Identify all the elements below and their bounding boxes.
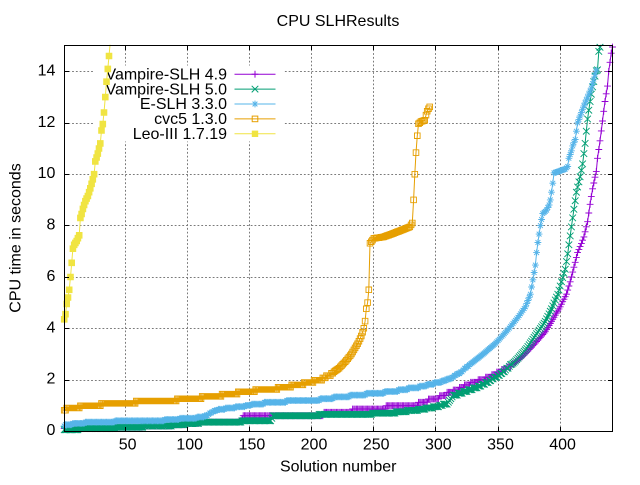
svg-text:2: 2 <box>46 371 55 388</box>
svg-text:cvc5 1.3.0: cvc5 1.3.0 <box>154 111 227 128</box>
svg-text:250: 250 <box>363 436 390 453</box>
svg-text:8: 8 <box>46 217 55 234</box>
svg-text:400: 400 <box>549 436 576 453</box>
svg-text:Leo-III 1.7.19: Leo-III 1.7.19 <box>133 126 227 143</box>
svg-text:350: 350 <box>487 436 514 453</box>
svg-text:4: 4 <box>46 319 55 336</box>
svg-text:14: 14 <box>38 62 56 79</box>
svg-text:300: 300 <box>425 436 452 453</box>
svg-text:200: 200 <box>301 436 328 453</box>
svg-text:0: 0 <box>46 422 55 439</box>
svg-text:100: 100 <box>176 436 203 453</box>
svg-text:12: 12 <box>38 114 56 131</box>
svg-text:CPU SLHResults: CPU SLHResults <box>277 13 400 30</box>
svg-text:10: 10 <box>38 165 56 182</box>
svg-text:150: 150 <box>239 436 266 453</box>
svg-text:6: 6 <box>46 268 55 285</box>
svg-text:Vampire-SLH 5.0: Vampire-SLH 5.0 <box>105 81 227 98</box>
svg-text:CPU time in seconds: CPU time in seconds <box>8 163 25 312</box>
svg-text:Vampire-SLH 4.9: Vampire-SLH 4.9 <box>105 66 227 83</box>
svg-text:Solution number: Solution number <box>280 459 397 476</box>
svg-text:E-SLH 3.3.0: E-SLH 3.3.0 <box>140 96 227 113</box>
svg-text:50: 50 <box>119 436 137 453</box>
